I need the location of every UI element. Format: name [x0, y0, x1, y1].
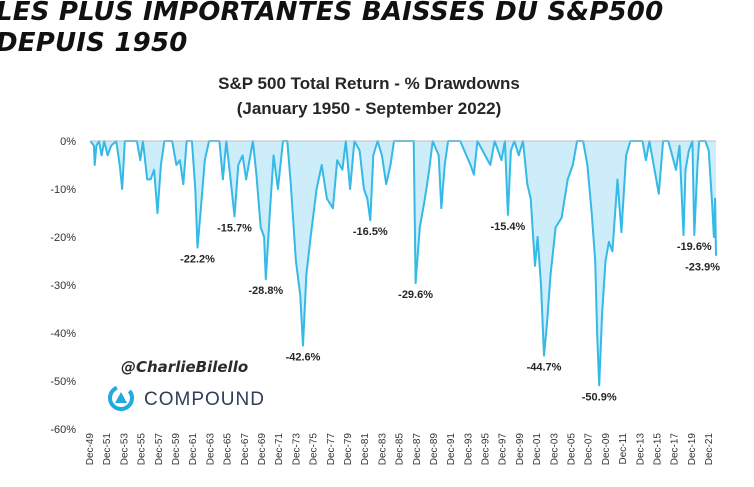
x-tick-label: Dec-49: [85, 433, 96, 466]
y-tick-label: -30%: [50, 280, 76, 292]
x-tick-label: Dec-83: [377, 433, 388, 466]
x-tick-label: Dec-65: [223, 433, 234, 466]
x-tick-label: Dec-73: [291, 433, 302, 466]
x-tick-label: Dec-77: [326, 433, 337, 466]
x-tick-label: Dec-85: [395, 433, 406, 466]
drawdown-data-label: -15.7%: [217, 222, 252, 234]
y-tick-label: 0%: [60, 136, 76, 148]
x-tick-label: Dec-53: [119, 433, 130, 466]
x-tick-label: Dec-75: [309, 433, 320, 466]
x-tick-label: Dec-03: [549, 433, 560, 466]
x-tick-label: Dec-89: [429, 433, 440, 466]
series-line-0: [89, 140, 717, 387]
chart-subtitle: (January 1950 - September 2022): [237, 99, 502, 118]
x-tick-label: Dec-55: [137, 433, 148, 466]
x-tick-label: Dec-21: [704, 433, 715, 466]
series-area-0: [90, 141, 716, 386]
drawdown-data-label: -16.5%: [353, 226, 388, 238]
drawdown-data-label: -22.2%: [180, 254, 215, 266]
x-tick-label: Dec-95: [481, 433, 492, 466]
y-tick-label: -40%: [50, 328, 76, 340]
x-tick-label: Dec-63: [205, 433, 216, 466]
x-tick-label: Dec-01: [532, 433, 543, 466]
x-tick-label: Dec-67: [240, 433, 251, 466]
headline-line-1: LES PLUS IMPORTANTES BAISSES DU S&P500: [0, 0, 664, 27]
y-tick-label: -50%: [50, 376, 76, 388]
x-tick-label: Dec-59: [171, 433, 182, 466]
drawdown-data-label: -19.6%: [677, 241, 712, 253]
x-tick-label: Dec-15: [653, 433, 664, 466]
x-tick-label: Dec-19: [687, 433, 698, 466]
x-tick-label: Dec-61: [188, 433, 199, 466]
x-tick-label: Dec-51: [102, 433, 113, 466]
compound-logo-icon: [108, 385, 134, 411]
x-tick-label: Dec-93: [463, 433, 474, 466]
y-tick-label: -20%: [50, 232, 76, 244]
drawdown-data-label: -15.4%: [490, 221, 525, 233]
author-handle: @CharlieBilello: [121, 358, 248, 376]
x-tick-label: Dec-69: [257, 433, 268, 466]
x-tick-label: Dec-57: [154, 433, 165, 466]
drawdown-data-label: -28.8%: [248, 285, 283, 297]
y-tick-label: -10%: [50, 184, 76, 196]
x-tick-label: Dec-13: [635, 433, 646, 466]
x-tick-label: Dec-81: [360, 433, 371, 466]
x-tick-label: Dec-79: [343, 433, 354, 466]
x-tick-label: Dec-11: [618, 433, 629, 465]
drawdown-data-label: -50.9%: [582, 391, 617, 403]
y-tick-label: -60%: [50, 424, 76, 436]
drawdown-data-label: -29.6%: [398, 289, 433, 301]
branding: @CharlieBilello COMPOUND: [108, 358, 265, 411]
x-tick-label: Dec-99: [515, 433, 526, 466]
drawdown-data-label: -23.9%: [685, 262, 720, 274]
x-tick-label: Dec-17: [670, 433, 681, 466]
chart-title: S&P 500 Total Return - % Drawdowns: [218, 74, 520, 93]
headline-line-2: DEPUIS 1950: [0, 28, 188, 58]
company-name: COMPOUND: [144, 389, 265, 410]
x-tick-label: Dec-91: [446, 433, 457, 466]
x-tick-label: Dec-87: [412, 433, 423, 466]
headline: LES PLUS IMPORTANTES BAISSES DU S&P500 D…: [0, 0, 663, 59]
drawdown-data-label: -42.6%: [286, 352, 321, 364]
x-tick-label: Dec-71: [274, 433, 285, 466]
x-tick-label: Dec-09: [601, 433, 612, 466]
x-tick-label: Dec-05: [567, 433, 578, 466]
drawdown-data-label: -44.7%: [527, 362, 562, 374]
x-tick-label: Dec-97: [498, 433, 509, 466]
x-tick-label: Dec-07: [584, 433, 595, 466]
